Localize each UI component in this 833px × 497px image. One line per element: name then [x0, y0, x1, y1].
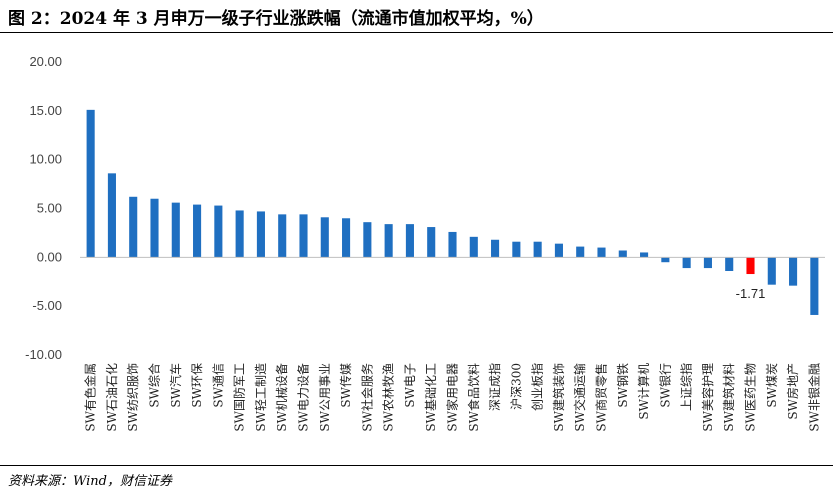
x-tick-label: 上证综指: [679, 363, 694, 411]
bar: [533, 241, 542, 258]
bar: [427, 227, 436, 258]
x-tick-label: SW国防军工: [232, 363, 247, 432]
bar: [171, 202, 180, 258]
x-tick-label: SW电力设备: [297, 363, 311, 432]
x-tick-label: SW煤炭: [765, 363, 779, 408]
bar: [129, 196, 138, 258]
x-tick-label: SW食品饮料: [466, 363, 481, 432]
y-tick-label: -5.00: [32, 298, 62, 313]
y-tick-label: 5.00: [37, 201, 62, 216]
y-tick-label: 20.00: [29, 54, 62, 69]
x-tick-label: SW社会服务: [359, 363, 374, 432]
x-tick-label: SW农林牧渔: [382, 363, 396, 432]
bar: [491, 239, 500, 258]
x-tick-label: SW汽车: [168, 363, 183, 408]
bar: [554, 243, 563, 258]
x-tick-label: SW计算机: [636, 363, 651, 420]
bar: [363, 222, 372, 258]
x-tick-label: SW家用电器: [445, 363, 460, 432]
bar: [725, 257, 734, 272]
bar: [107, 173, 116, 258]
x-tick-label: SW有色金属: [83, 363, 98, 432]
x-tick-label: SW机械设备: [274, 363, 289, 432]
y-tick-label: 0.00: [37, 249, 62, 264]
bar: [512, 241, 521, 258]
x-tick-label: SW房地产: [785, 363, 800, 420]
bar: [469, 236, 478, 258]
chart-title: 图 2：2024 年 3 月申万一级子行业涨跌幅（流通市值加权平均，%）: [8, 9, 544, 29]
bar: [703, 257, 712, 269]
bar: [278, 214, 287, 258]
x-tick-label: SW医药生物: [744, 363, 758, 432]
x-tick-label: SW传媒: [338, 363, 353, 408]
x-tick-label: SW交通运输: [572, 363, 587, 432]
x-tick-label: SW环保: [190, 363, 204, 408]
data-label: -1.71: [736, 286, 766, 301]
x-tick-label: SW综合: [147, 363, 162, 408]
bar: [193, 204, 202, 258]
y-tick-label: -10.00: [25, 347, 62, 362]
x-tick-label: 沪深300: [509, 363, 523, 410]
bar: [86, 109, 95, 258]
x-tick-label: SW钢铁: [616, 363, 630, 408]
bar: [767, 257, 776, 285]
bar: [789, 257, 798, 286]
y-tick-label: 15.00: [29, 103, 62, 118]
bar: [746, 257, 755, 275]
x-tick-label: SW纺织服饰: [126, 363, 140, 432]
bar: [640, 252, 649, 258]
footer-divider: [0, 465, 833, 466]
x-tick-label: 深证成指: [487, 363, 502, 411]
bar: [320, 217, 329, 258]
title-divider: [0, 32, 833, 33]
bar: [214, 205, 223, 258]
x-tick-label: SW电子: [403, 363, 417, 408]
x-tick-label: SW轻工制造: [254, 363, 268, 432]
x-tick-label: SW建筑材料: [721, 363, 736, 432]
x-tick-label: SW商贸零售: [594, 363, 609, 432]
source-note: 资料来源：Wind，财信证券: [8, 474, 172, 489]
bar: [597, 247, 606, 258]
bar: [150, 198, 159, 258]
bar: [682, 257, 691, 269]
bar: [384, 224, 393, 258]
bar: [448, 231, 457, 258]
y-axis: 20.00 15.00 10.00 5.00 0.00 -5.00 -10.00: [25, 54, 62, 362]
bar: [256, 211, 265, 258]
x-tick-label: SW非银金融: [806, 363, 821, 432]
bar-chart: 20.00 15.00 10.00 5.00 0.00 -5.00 -10.00 SW有色金…: [25, 54, 825, 432]
bar: [342, 218, 351, 258]
x-tick-label: SW美容护理: [700, 363, 715, 432]
bar: [405, 224, 414, 258]
bar: [576, 246, 585, 258]
x-tick-label: SW通信: [211, 363, 225, 408]
bar: [661, 257, 670, 263]
x-tick-label: SW建筑装饰: [551, 363, 566, 432]
x-axis: SW有色金属 SW石油石化 SW纺织服饰 SW综合 SW汽车 SW环保 SW通信 SW国防军工…: [80, 256, 825, 432]
y-tick-label: 10.00: [29, 152, 62, 167]
data-labels: -1.71: [736, 286, 766, 301]
bar: [299, 214, 308, 258]
x-tick-label: 创业板指: [530, 363, 545, 411]
x-tick-label: SW公用事业: [318, 363, 332, 432]
x-tick-label: SW基础化工: [424, 363, 438, 432]
bar: [235, 210, 244, 258]
bar-series: [86, 109, 819, 315]
bar: [810, 257, 819, 315]
bar: [618, 250, 627, 258]
x-tick-label: SW银行: [658, 363, 672, 408]
x-tick-label: SW石油石化: [105, 363, 119, 432]
